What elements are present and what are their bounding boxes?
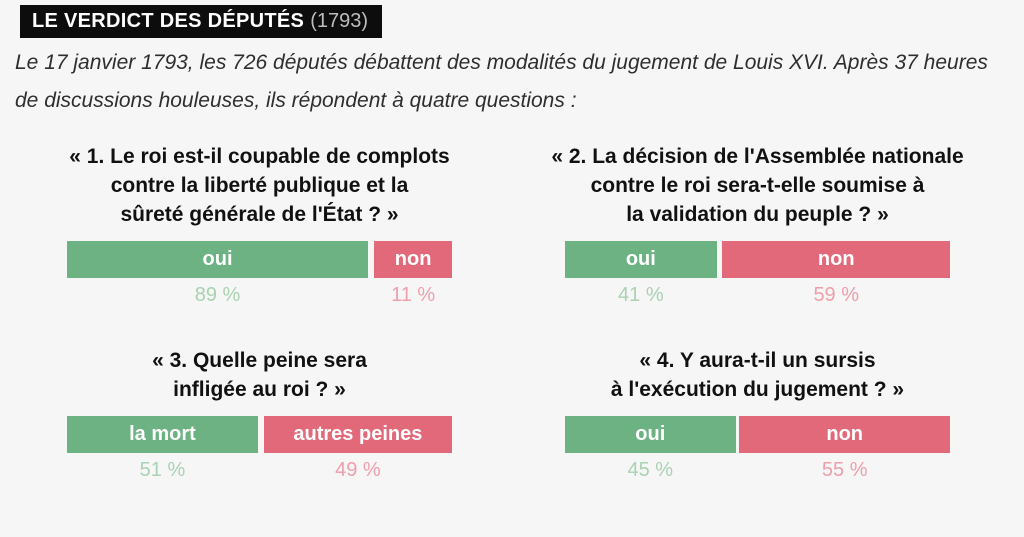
- question-block: « 1. Le roi est-il coupable de complots …: [67, 130, 452, 305]
- bar-segment-label: la mort: [129, 423, 196, 445]
- bar-segment-autres-peines: autres peines: [263, 416, 452, 453]
- question-text: « 2. La décision de l'Assemblée national…: [551, 145, 964, 226]
- question-block: « 3. Quelle peine sera infligée au roi ?…: [67, 330, 452, 480]
- bar-option-oui: oui 89 %: [67, 241, 369, 306]
- bar-segment-label: oui: [635, 423, 666, 445]
- bar-segment-oui: oui: [565, 241, 717, 278]
- percentage-label: 41 %: [618, 284, 664, 306]
- percentage-label: 49 %: [335, 459, 381, 481]
- questions-grid: « 1. Le roi est-il coupable de complots …: [67, 130, 964, 480]
- percentage-label: 45 %: [627, 459, 674, 481]
- percentage-label: 55 %: [821, 459, 868, 481]
- percentage-label: 89 %: [194, 284, 241, 306]
- bar-option-non: non 11 %: [374, 241, 452, 305]
- bar-segment-oui: oui: [67, 241, 369, 278]
- bar-segment-label: non: [817, 248, 855, 270]
- bar-option-oui: oui 41 %: [565, 241, 717, 305]
- percentage-label: 11 %: [391, 284, 436, 306]
- bar-segment-label: non: [394, 248, 432, 270]
- question-text: « 1. Le roi est-il coupable de complots …: [69, 145, 450, 226]
- result-bar: oui 41 % non 59 %: [565, 241, 950, 305]
- title-year: (1793): [310, 10, 369, 32]
- page-title: LE VERDICT DES DÉPUTÉS: [32, 10, 305, 32]
- percentage-label: 51 %: [139, 459, 186, 481]
- bar-segment-label: autres peines: [293, 423, 423, 445]
- bar-option-non: non 55 %: [739, 416, 950, 480]
- bar-segment-non: non: [739, 416, 950, 453]
- bar-segment-label: oui: [625, 248, 656, 270]
- bar-option-la-mort: la mort 51 %: [67, 416, 258, 480]
- bar-segment-non: non: [374, 241, 452, 278]
- question-text: « 4. Y aura-t-il un sursis à l'exécution…: [610, 349, 905, 401]
- bar-option-autres-peines: autres peines 49 %: [263, 416, 452, 481]
- percentage-label: 59 %: [813, 284, 860, 306]
- intro-text: Le 17 janvier 1793, les 726 députés déba…: [15, 51, 988, 112]
- bar-option-non: non 59 %: [722, 241, 950, 305]
- bar-segment-la-mort: la mort: [67, 416, 258, 453]
- title-banner: LE VERDICT DES DÉPUTÉS (1793): [20, 5, 383, 38]
- result-bar: oui 89 % non 11 %: [67, 241, 452, 305]
- result-bar: oui 45 % non 55 %: [565, 416, 950, 480]
- bar-segment-label: oui: [202, 248, 233, 270]
- question-block: « 4. Y aura-t-il un sursis à l'exécution…: [565, 330, 950, 480]
- result-bar: la mort 51 % autres peines 49 %: [67, 416, 452, 480]
- bar-option-oui: oui 45 %: [565, 416, 736, 480]
- bar-segment-oui: oui: [565, 416, 736, 453]
- question-text: « 3. Quelle peine sera infligée au roi ?…: [152, 349, 367, 401]
- question-block: « 2. La décision de l'Assemblée national…: [551, 130, 963, 305]
- bar-segment-non: non: [722, 241, 950, 278]
- bar-segment-label: non: [826, 423, 864, 445]
